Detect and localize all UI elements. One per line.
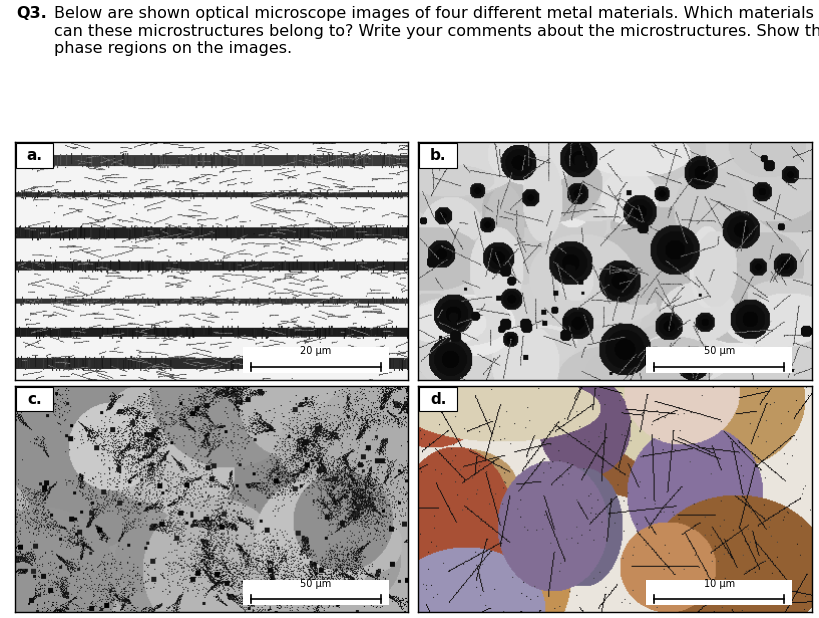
- Text: Below are shown optical microscope images of four different metal materials. Whi: Below are shown optical microscope image…: [54, 6, 819, 56]
- Text: c.: c.: [27, 392, 42, 407]
- Text: a.: a.: [26, 148, 43, 163]
- Text: 50 μm: 50 μm: [300, 579, 331, 590]
- Bar: [242, 580, 388, 605]
- FancyBboxPatch shape: [16, 387, 53, 411]
- Bar: [242, 347, 388, 373]
- Text: b.: b.: [429, 148, 446, 163]
- FancyBboxPatch shape: [419, 387, 456, 411]
- Bar: [645, 580, 791, 605]
- Text: d.: d.: [429, 392, 446, 407]
- Text: Q3.: Q3.: [16, 6, 48, 21]
- Text: 50 μm: 50 μm: [703, 346, 734, 356]
- Bar: [645, 347, 791, 373]
- FancyBboxPatch shape: [419, 143, 456, 168]
- Text: 10 μm: 10 μm: [703, 579, 734, 590]
- FancyBboxPatch shape: [16, 143, 53, 168]
- Text: 20 μm: 20 μm: [300, 346, 331, 356]
